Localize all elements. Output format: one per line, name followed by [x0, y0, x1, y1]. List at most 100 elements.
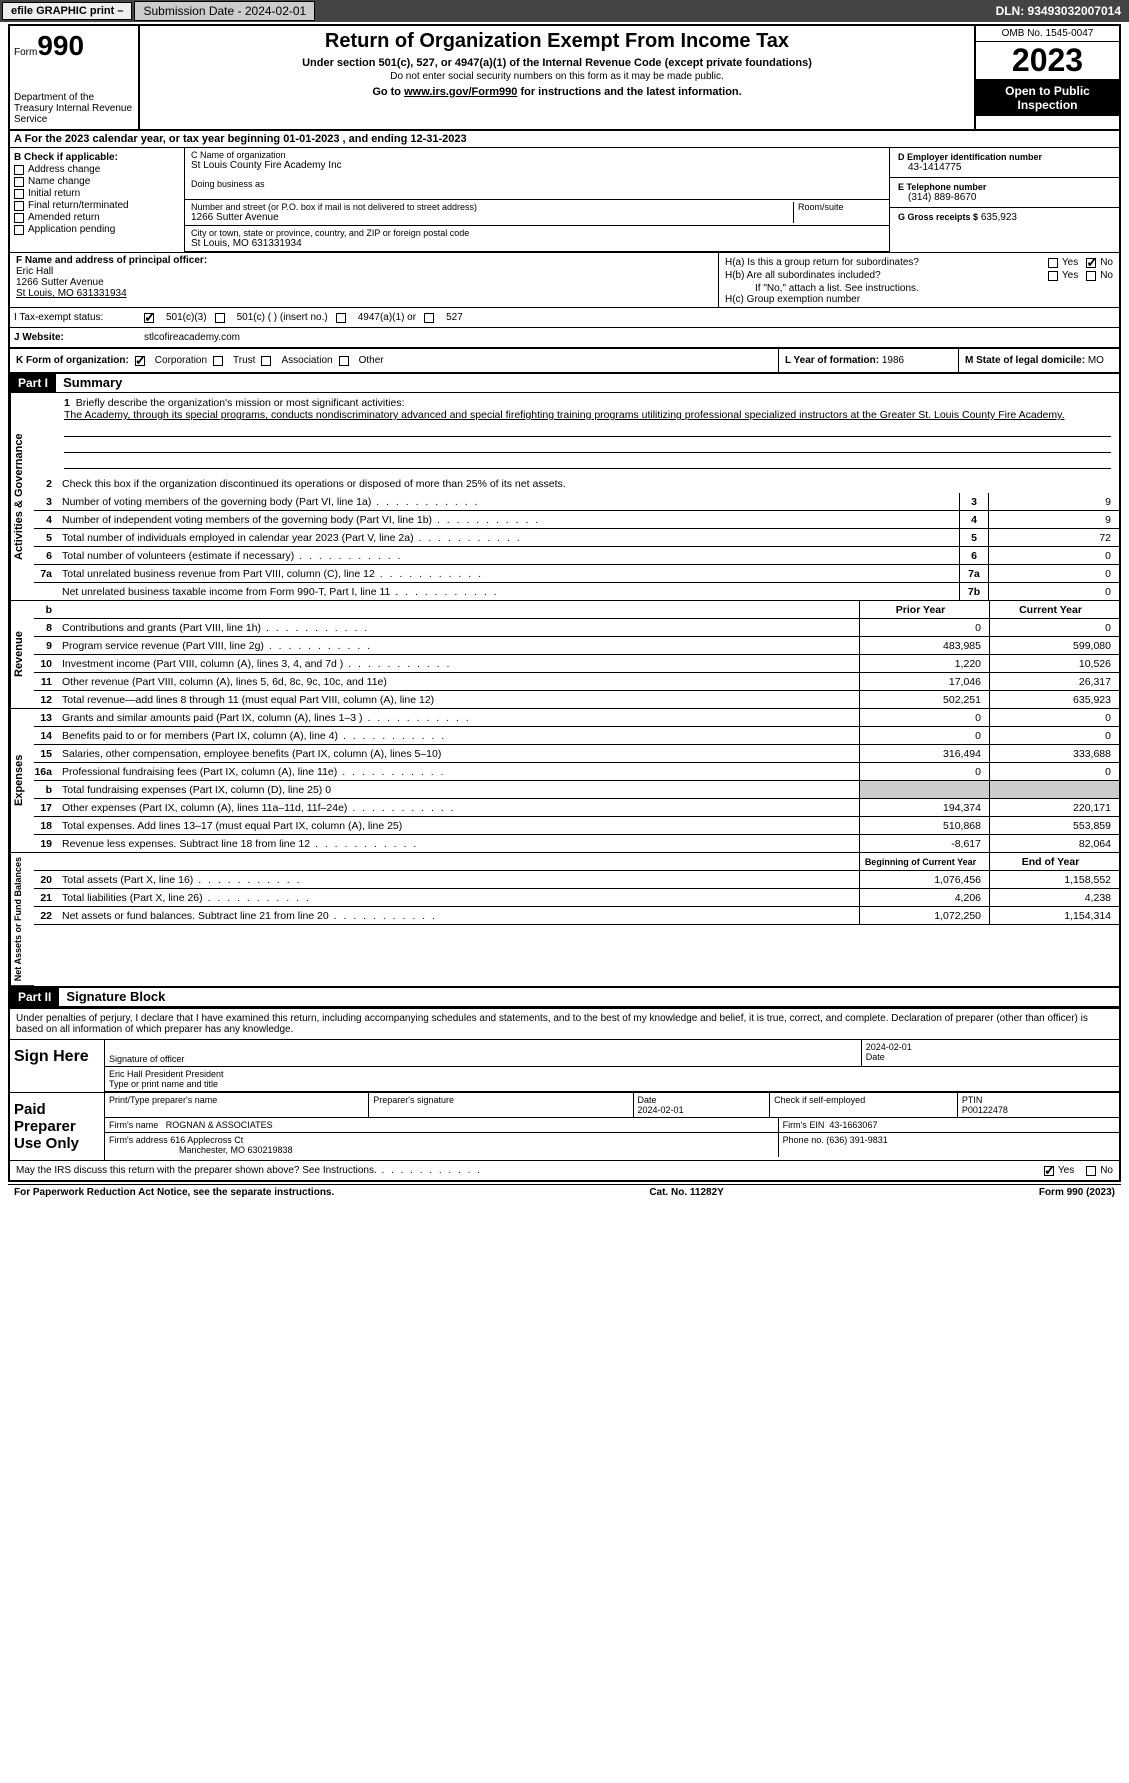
addr-cap: Number and street (or P.O. box if mail i… [191, 202, 793, 212]
ha-q: H(a) Is this a group return for subordin… [725, 257, 1048, 268]
line-7a: 7aTotal unrelated business revenue from … [34, 565, 1119, 583]
officer-addr2: St Louis, MO 631331934 [16, 288, 712, 299]
ein-row: D Employer identification number 43-1414… [890, 148, 1119, 178]
line-11: 11Other revenue (Part VIII, column (A), … [34, 673, 1119, 691]
discuss-yes[interactable] [1044, 1166, 1054, 1176]
hb-note: If "No," attach a list. See instructions… [725, 283, 1113, 294]
chk-address-change[interactable]: Address change [14, 164, 180, 175]
line-21: 21Total liabilities (Part X, line 26)4,2… [34, 889, 1119, 907]
part2-bar: Part II Signature Block [10, 986, 1119, 1007]
k-label: K Form of organization: [16, 355, 129, 366]
part1-hdr: Part I [10, 374, 56, 392]
firm-phone: (636) 391-9831 [826, 1135, 888, 1145]
line-18: 18Total expenses. Add lines 13–17 (must … [34, 817, 1119, 835]
chk-527[interactable] [424, 313, 434, 323]
ein: 43-1414775 [898, 162, 1111, 173]
efile-btn[interactable]: efile GRAPHIC print – [2, 2, 132, 20]
revenue-header: bPrior YearCurrent Year [34, 601, 1119, 619]
line-19: 19Revenue less expenses. Subtract line 1… [34, 835, 1119, 853]
chk-501c[interactable] [215, 313, 225, 323]
ein-cap: D Employer identification number [898, 152, 1111, 162]
form-link: Go to www.irs.gov/Form990 for instructio… [144, 86, 970, 98]
gross-receipts: 635,923 [981, 212, 1017, 223]
hb-yes[interactable] [1048, 271, 1058, 281]
website-label: J Website: [10, 328, 140, 347]
line-15: 15Salaries, other compensation, employee… [34, 745, 1119, 763]
line-16b: bTotal fundraising expenses (Part IX, co… [34, 781, 1119, 799]
footer-right: Form 990 (2023) [1039, 1187, 1115, 1198]
footer-left: For Paperwork Reduction Act Notice, see … [14, 1187, 334, 1198]
chk-final-return[interactable]: Final return/terminated [14, 200, 180, 211]
line-3: 3Number of voting members of the governi… [34, 493, 1119, 511]
prep-sig-cap: Preparer's signature [369, 1093, 633, 1117]
discuss-text: May the IRS discuss this return with the… [16, 1165, 1044, 1176]
line-10: 10Investment income (Part VIII, column (… [34, 655, 1119, 673]
row-a-tax-year: A For the 2023 calendar year, or tax yea… [10, 131, 1119, 148]
chk-assoc[interactable] [261, 356, 271, 366]
hb-q: H(b) Are all subordinates included? [725, 270, 1048, 281]
chk-other[interactable] [339, 356, 349, 366]
org-name-row: C Name of organization St Louis County F… [185, 148, 889, 200]
ha-no[interactable] [1086, 258, 1096, 268]
form-subtitle-1: Under section 501(c), 527, or 4947(a)(1)… [144, 57, 970, 69]
submission-date: Submission Date - 2024-02-01 [134, 1, 315, 21]
year-formation: 1986 [882, 355, 904, 366]
box-m: M State of legal domicile: MO [959, 349, 1119, 372]
chk-initial-return[interactable]: Initial return [14, 188, 180, 199]
inspection-badge: Open to Public Inspection [976, 80, 1119, 116]
irs-link[interactable]: www.irs.gov/Form990 [404, 86, 517, 98]
chk-name-change[interactable]: Name change [14, 176, 180, 187]
line-14: 14Benefits paid to or for members (Part … [34, 727, 1119, 745]
sig-date: 2024-02-01 [866, 1042, 1115, 1052]
line-17: 17Other expenses (Part IX, column (A), l… [34, 799, 1119, 817]
date-cap: Date [866, 1052, 1115, 1062]
hb-no[interactable] [1086, 271, 1096, 281]
print-name-cap: Print/Type preparer's name [105, 1093, 369, 1117]
state-domicile: MO [1088, 355, 1104, 366]
line-16a: 16aProfessional fundraising fees (Part I… [34, 763, 1119, 781]
ha-yes[interactable] [1048, 258, 1058, 268]
website: stlcofireacademy.com [140, 328, 1119, 347]
line-22: 22Net assets or fund balances. Subtract … [34, 907, 1119, 925]
page-footer: For Paperwork Reduction Act Notice, see … [8, 1184, 1121, 1200]
discuss-no[interactable] [1086, 1166, 1096, 1176]
chk-trust[interactable] [213, 356, 223, 366]
dept-treasury: Department of the Treasury Internal Reve… [14, 92, 134, 125]
chk-501c3[interactable] [144, 313, 154, 323]
sig-intro: Under penalties of perjury, I declare th… [10, 1009, 1119, 1039]
ha-row: H(a) Is this a group return for subordin… [725, 257, 1113, 268]
chk-4947[interactable] [336, 313, 346, 323]
net-assets-section: Net Assets or Fund Balances Beginning of… [10, 853, 1119, 986]
sign-here-label: Sign Here [10, 1040, 105, 1092]
line-13: 13Grants and similar amounts paid (Part … [34, 709, 1119, 727]
tax-exempt-opts: 501(c)(3) 501(c) ( ) (insert no.) 4947(a… [140, 308, 1119, 327]
box-d: D Employer identification number 43-1414… [889, 148, 1119, 252]
box-b: B Check if applicable: Address change Na… [10, 148, 185, 252]
officer-cap: F Name and address of principal officer: [16, 255, 712, 266]
line-8: 8Contributions and grants (Part VIII, li… [34, 619, 1119, 637]
line-9: 9Program service revenue (Part VIII, lin… [34, 637, 1119, 655]
officer-addr1: 1266 Sutter Avenue [16, 277, 712, 288]
dba-cap: Doing business as [191, 179, 883, 189]
chk-amended[interactable]: Amended return [14, 212, 180, 223]
self-employed: Check if self-employed [770, 1093, 958, 1117]
org-name: St Louis County Fire Academy Inc [191, 160, 883, 171]
tel-row: E Telephone number (314) 889-8670 [890, 178, 1119, 208]
chk-corp[interactable] [135, 356, 145, 366]
firm-ein: 43-1663067 [829, 1120, 877, 1130]
prep-date: 2024-02-01 [638, 1105, 684, 1115]
line-6: 6Total number of volunteers (estimate if… [34, 547, 1119, 565]
line-1: 1 Briefly describe the organization's mi… [34, 393, 1119, 475]
box-l: L Year of formation: 1986 [779, 349, 959, 372]
telephone: (314) 889-8670 [898, 192, 1111, 203]
line-5: 5Total number of individuals employed in… [34, 529, 1119, 547]
activities-governance: Activities & Governance 1 Briefly descri… [10, 393, 1119, 601]
chk-pending[interactable]: Application pending [14, 224, 180, 235]
form-label: Form [14, 47, 37, 58]
omb-number: OMB No. 1545-0047 [976, 26, 1119, 42]
line-4: 4Number of independent voting members of… [34, 511, 1119, 529]
line-20: 20Total assets (Part X, line 16)1,076,45… [34, 871, 1119, 889]
form-subtitle-2: Do not enter social security numbers on … [144, 71, 970, 82]
tax-exempt-label: I Tax-exempt status: [10, 308, 140, 327]
m-label: M State of legal domicile: [965, 355, 1085, 366]
